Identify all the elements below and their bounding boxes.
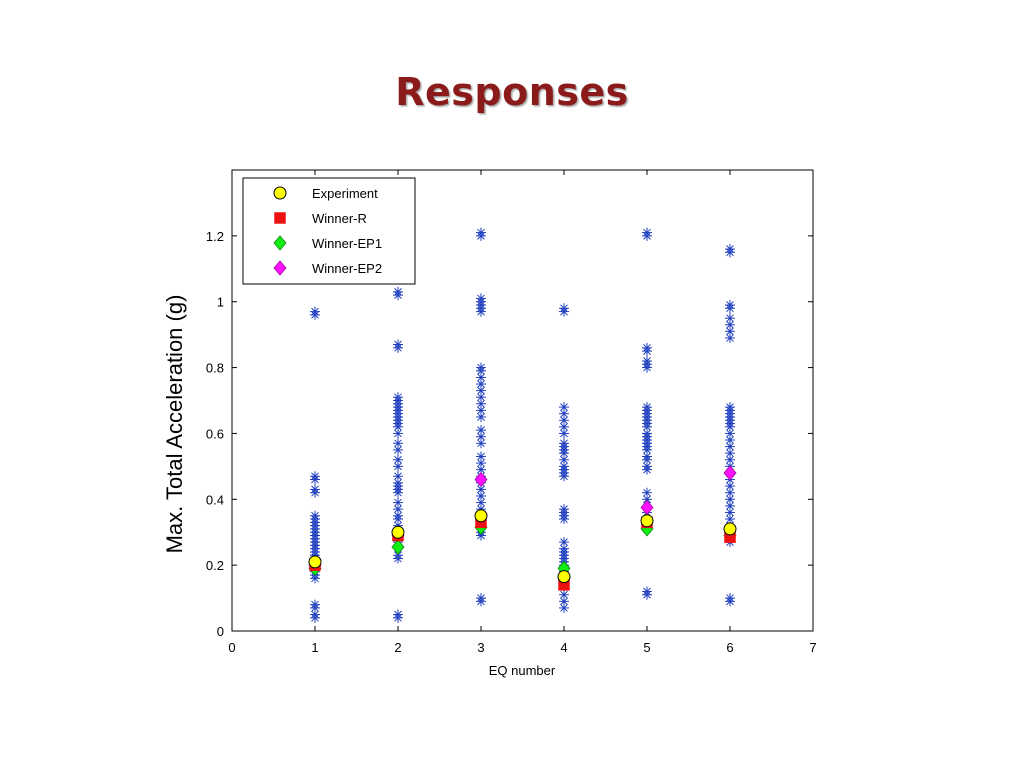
star-point bbox=[725, 500, 735, 511]
x-tick-label: 4 bbox=[560, 640, 567, 655]
star-point bbox=[476, 425, 486, 436]
y-tick-label: 1.2 bbox=[206, 229, 224, 244]
star-point bbox=[559, 602, 569, 613]
star-point bbox=[725, 332, 735, 343]
y-tick-label: 0.8 bbox=[206, 361, 224, 376]
legend-box bbox=[242, 177, 416, 285]
star-point bbox=[725, 481, 735, 492]
star-point bbox=[476, 362, 486, 373]
star-point bbox=[559, 402, 569, 413]
winner-ep2-marker bbox=[474, 471, 488, 488]
legend: Experiment Winner-R Winner-EP1 Winner-EP2 bbox=[242, 177, 416, 285]
star-point bbox=[725, 313, 735, 324]
x-tick-label: 2 bbox=[394, 640, 401, 655]
experiment-marker bbox=[391, 525, 405, 539]
legend-label-winner-r: Winner-R bbox=[312, 211, 367, 226]
star-point bbox=[642, 402, 652, 413]
y-tick-label: 1 bbox=[217, 295, 224, 310]
star-point bbox=[393, 286, 403, 297]
x-tick-label: 0 bbox=[228, 640, 235, 655]
y-tick-label: 0 bbox=[217, 624, 224, 639]
experiment-marker bbox=[640, 514, 654, 528]
star-point bbox=[393, 497, 403, 508]
x-tick-label: 6 bbox=[726, 640, 733, 655]
series-markers bbox=[308, 465, 737, 591]
star-point bbox=[393, 428, 403, 439]
star-point bbox=[725, 244, 735, 255]
axis-ticks: 0 1 2 3 4 5 6 7 0 0.2 0.4 0.6 0.8 1 1.2 bbox=[206, 170, 817, 655]
y-tick-label: 0.4 bbox=[206, 492, 224, 507]
star-point bbox=[476, 497, 486, 508]
star-point bbox=[725, 300, 735, 311]
star-point bbox=[476, 293, 486, 304]
y-tick-label: 0.2 bbox=[206, 558, 224, 573]
star-point bbox=[725, 402, 735, 413]
winner-ep2-marker bbox=[723, 465, 737, 481]
star-point bbox=[559, 504, 569, 515]
x-tick-label: 3 bbox=[477, 640, 484, 655]
star-point bbox=[642, 342, 652, 353]
winner-ep1-marker bbox=[391, 539, 405, 555]
star-point bbox=[642, 487, 652, 498]
star-point bbox=[310, 510, 320, 521]
star-point bbox=[559, 596, 569, 607]
background-star-points bbox=[310, 227, 735, 623]
star-point bbox=[725, 514, 735, 525]
star-point bbox=[476, 593, 486, 604]
star-point bbox=[310, 471, 320, 482]
legend-marker-experiment bbox=[273, 186, 287, 200]
legend-marker-winner-r bbox=[274, 212, 286, 224]
star-point bbox=[559, 303, 569, 314]
x-tick-label: 7 bbox=[809, 640, 816, 655]
star-point bbox=[393, 438, 403, 449]
star-point bbox=[476, 398, 486, 409]
experiment-marker bbox=[308, 555, 322, 569]
legend-label-winner-ep2: Winner-EP2 bbox=[312, 261, 382, 276]
legend-marker-winner-ep2 bbox=[273, 260, 287, 276]
star-point bbox=[642, 586, 652, 597]
star-point bbox=[476, 451, 486, 462]
star-point bbox=[476, 372, 486, 383]
star-point bbox=[393, 471, 403, 482]
star-point bbox=[642, 355, 652, 366]
star-point bbox=[642, 227, 652, 238]
star-point bbox=[310, 306, 320, 317]
star-point bbox=[725, 448, 735, 459]
slide-title: Responses bbox=[395, 70, 629, 114]
star-point bbox=[476, 458, 486, 469]
legend-marker-winner-ep1 bbox=[273, 235, 287, 251]
star-point bbox=[476, 405, 486, 416]
star-point bbox=[476, 227, 486, 238]
star-point bbox=[559, 589, 569, 600]
star-point bbox=[393, 392, 403, 403]
star-point bbox=[559, 438, 569, 449]
x-tick-label: 5 bbox=[643, 640, 650, 655]
star-point bbox=[393, 454, 403, 465]
star-point bbox=[393, 609, 403, 620]
legend-label-experiment: Experiment bbox=[312, 186, 378, 201]
star-point bbox=[725, 441, 735, 452]
experiment-marker bbox=[723, 522, 737, 536]
y-tick-label: 0.6 bbox=[206, 426, 224, 441]
x-tick-label: 1 bbox=[311, 640, 318, 655]
star-point bbox=[393, 339, 403, 350]
y-axis-label: Max. Total Acceleration (g) bbox=[162, 295, 187, 554]
experiment-marker bbox=[474, 509, 488, 523]
x-axis-label: EQ number bbox=[489, 663, 556, 678]
star-point bbox=[725, 593, 735, 604]
legend-label-winner-ep1: Winner-EP1 bbox=[312, 236, 382, 251]
experiment-marker bbox=[557, 570, 571, 584]
star-point bbox=[559, 537, 569, 548]
star-point bbox=[310, 599, 320, 610]
star-point bbox=[310, 484, 320, 495]
